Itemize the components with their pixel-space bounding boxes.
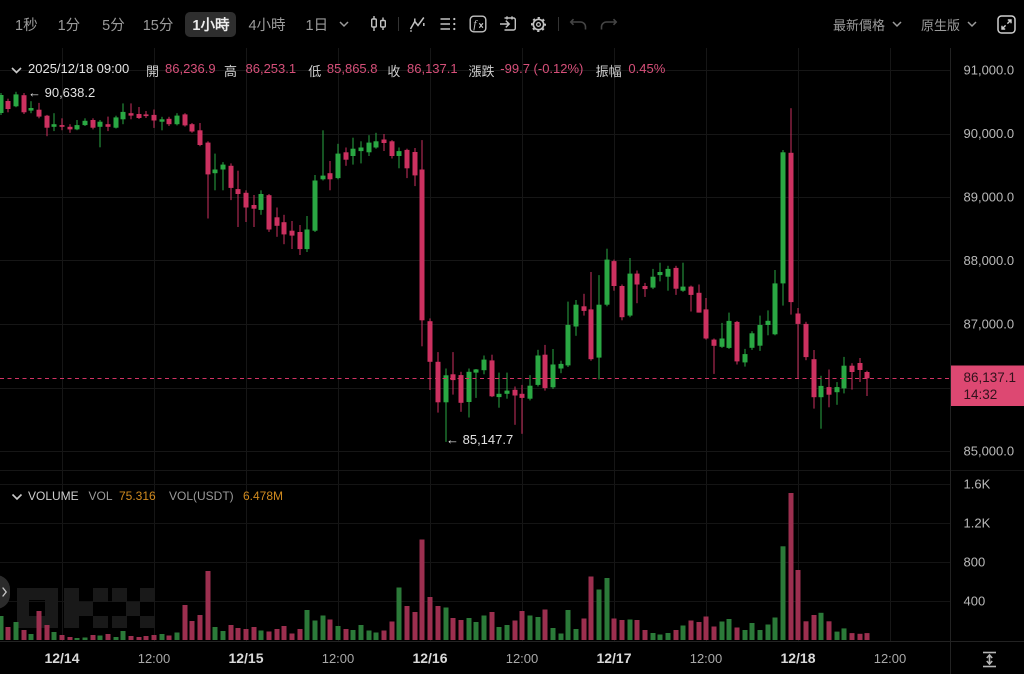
svg-text:90,000.0: 90,000.0 [964,126,1015,141]
svg-text:1.2K: 1.2K [964,516,991,531]
svg-text:12/15: 12/15 [228,650,263,666]
svg-text:1.6K: 1.6K [964,477,991,492]
svg-text:← 90,638.2: ← 90,638.2 [28,85,95,100]
svg-text:89,000.0: 89,000.0 [964,190,1015,205]
svg-text:← 85,147.7: ← 85,147.7 [446,432,513,447]
svg-text:12:00: 12:00 [874,651,907,666]
svg-text:12:00: 12:00 [690,651,723,666]
svg-text:87,000.0: 87,000.0 [964,317,1015,332]
svg-text:88,000.0: 88,000.0 [964,253,1015,268]
svg-text:12:00: 12:00 [322,651,355,666]
svg-text:800: 800 [964,555,986,570]
svg-text:86,137.1: 86,137.1 [964,370,1017,385]
svg-text:91,000.0: 91,000.0 [964,63,1015,78]
svg-text:400: 400 [964,594,986,609]
svg-text:12/16: 12/16 [412,650,447,666]
svg-text:12/17: 12/17 [596,650,631,666]
svg-text:12:00: 12:00 [138,651,171,666]
svg-text:85,000.0: 85,000.0 [964,444,1015,459]
svg-text:12/14: 12/14 [44,650,79,666]
svg-text:f: f [473,19,478,31]
svg-text:12:00: 12:00 [506,651,539,666]
svg-text:12/18: 12/18 [780,650,815,666]
svg-text:14:32: 14:32 [964,387,998,402]
